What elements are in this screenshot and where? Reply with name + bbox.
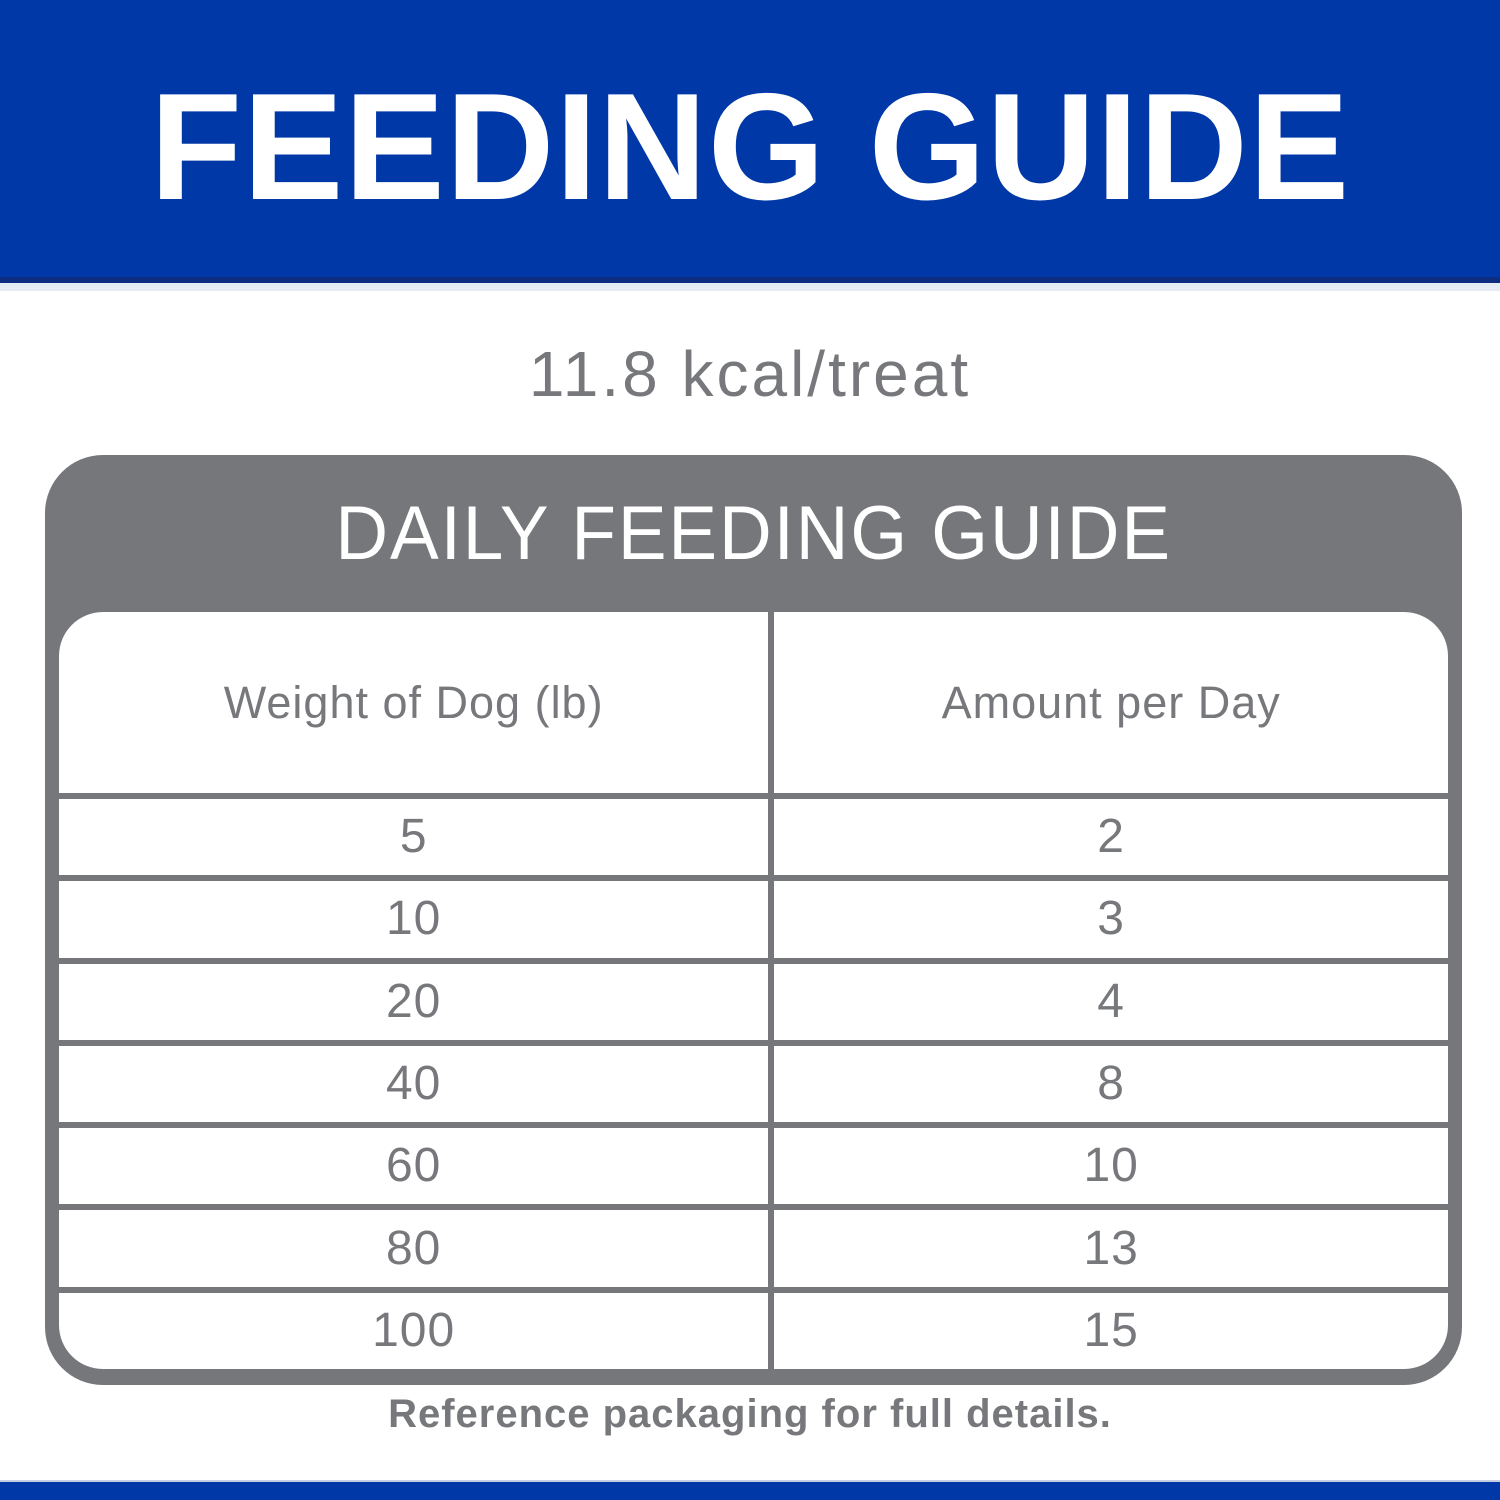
weight-value: 20 xyxy=(59,963,775,1040)
amount-value: 8 xyxy=(1097,1056,1125,1110)
amount-value: 10 xyxy=(1083,1139,1139,1193)
amount-value: 2 xyxy=(1097,810,1125,864)
table-row: 100 15 xyxy=(59,1286,1448,1369)
weight-value: 40 xyxy=(59,1045,775,1123)
column-header-weight: Weight of Dog (lb) xyxy=(59,612,775,793)
weight-value: 100 xyxy=(59,1292,775,1369)
table-header-row: Weight of Dog (lb) Amount per Day xyxy=(59,612,1448,793)
weight-value: 60 xyxy=(59,1128,775,1205)
card-title: DAILY FEEDING GUIDE xyxy=(335,490,1172,576)
table-row: 40 8 xyxy=(59,1039,1448,1123)
amount-value: 4 xyxy=(1097,974,1125,1028)
weight-value: 5 xyxy=(59,799,775,876)
top-banner: FEEDING GUIDE xyxy=(0,0,1500,283)
calorie-info: 11.8 kcal/treat xyxy=(528,338,972,410)
bottom-bar xyxy=(0,1480,1500,1500)
weight-value: 80 xyxy=(59,1210,775,1287)
weight-value: 10 xyxy=(59,881,775,958)
table-row: 60 10 xyxy=(59,1122,1448,1205)
table-row: 10 3 xyxy=(59,875,1448,958)
amount-value: 13 xyxy=(1083,1221,1139,1275)
daily-feeding-guide-card: DAILY FEEDING GUIDE Weight of Dog (lb) A… xyxy=(45,455,1462,1385)
table-row: 5 2 xyxy=(59,793,1448,876)
table-row: 80 13 xyxy=(59,1204,1448,1287)
feeding-table: Weight of Dog (lb) Amount per Day 5 2 10… xyxy=(59,612,1448,1369)
amount-value: 15 xyxy=(1083,1303,1139,1357)
column-header-amount: Amount per Day xyxy=(941,677,1281,728)
table-row: 20 4 xyxy=(59,957,1448,1040)
footnote: Reference packaging for full details. xyxy=(388,1392,1112,1436)
amount-value: 3 xyxy=(1097,892,1125,946)
page-title: FEEDING GUIDE xyxy=(149,61,1351,232)
card-title-band: DAILY FEEDING GUIDE xyxy=(59,455,1448,612)
